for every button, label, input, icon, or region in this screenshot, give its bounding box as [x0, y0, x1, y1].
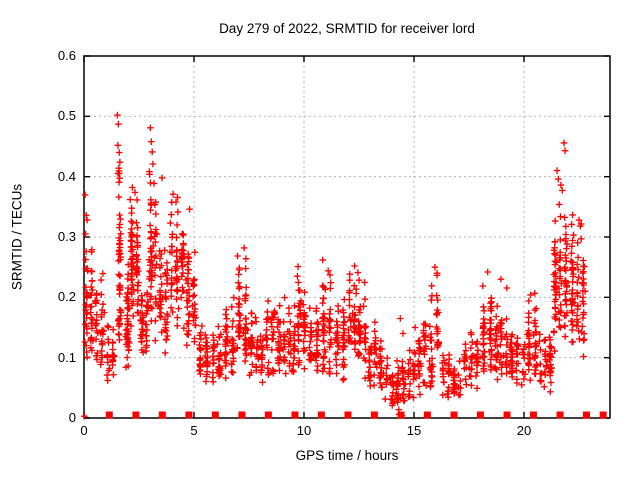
y-tick-label: 0.3: [57, 229, 76, 244]
x-axis-title: GPS time / hours: [295, 448, 399, 463]
y-tick-label: 0.6: [57, 48, 76, 63]
y-tick-label: 0.4: [57, 168, 76, 184]
y-tick-label: 0.1: [57, 349, 76, 365]
x-tick-label: 20: [516, 423, 532, 438]
x-tick-label: 0: [80, 423, 88, 438]
x-tick-label: 10: [296, 423, 312, 438]
x-tick-label: 15: [406, 423, 422, 438]
chart-title: Day 279 of 2022, SRMTID for receiver lor…: [219, 21, 475, 36]
y-tick-label: 0.2: [57, 289, 76, 305]
y-tick-label: 0.5: [57, 108, 76, 124]
y-tick-label: 0: [68, 410, 76, 425]
x-tick-label: 5: [190, 423, 198, 438]
